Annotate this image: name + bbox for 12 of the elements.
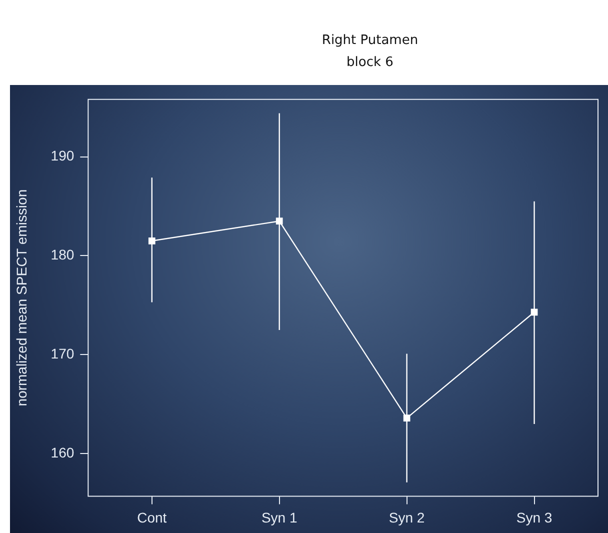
y-tick-label: 190 [50,148,74,164]
y-tick-label: 170 [50,346,74,362]
x-tick-label: Syn 1 [261,509,298,526]
y-tick-label: 180 [50,246,74,263]
y-axis-title: normalized mean SPECT emission [13,189,30,406]
point [148,237,156,244]
x-tick-label: Syn 2 [388,509,425,526]
x-tick-label: Syn 3 [516,509,552,526]
y-tick-label: 160 [50,444,74,461]
chart-subtitle: block 6 [346,54,394,72]
chart-title: Right Putamen [320,32,420,50]
x-tick-label: Cont [137,509,167,526]
